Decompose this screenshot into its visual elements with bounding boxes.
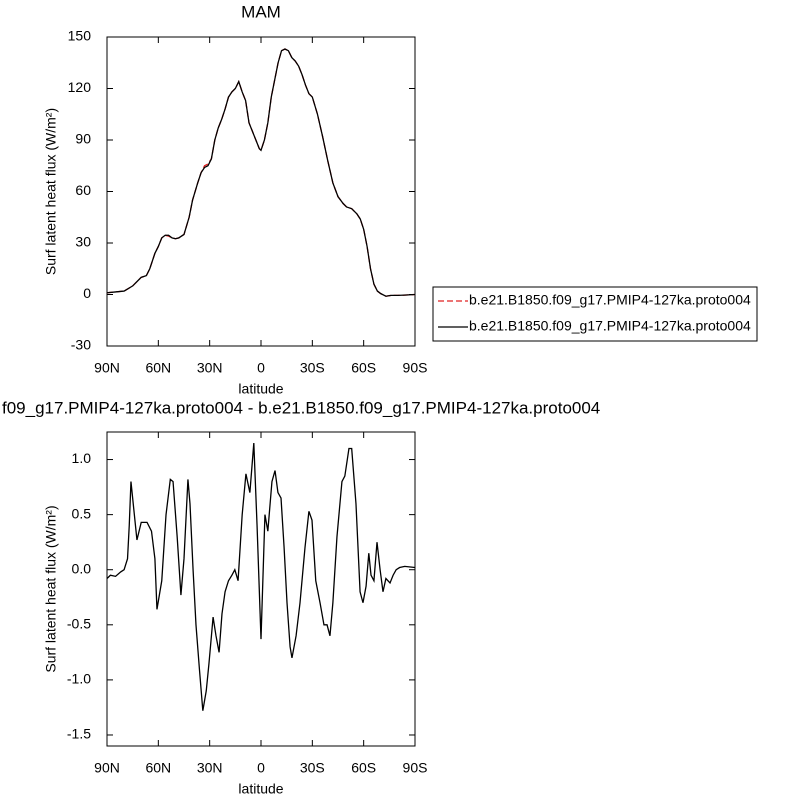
chart-title: f09_g17.PMIP4-127ka.proto004 - b.e21.B18…: [2, 398, 600, 417]
x-tick-label: 60S: [351, 360, 376, 376]
chart-title: MAM: [241, 2, 281, 21]
y-tick-label: 0.5: [72, 505, 92, 521]
x-axis-label: latitude: [238, 781, 283, 797]
y-tick-label: 150: [68, 28, 92, 44]
x-tick-label: 30N: [197, 760, 223, 776]
x-tick-label: 30N: [197, 360, 223, 376]
legend-box: [432, 286, 758, 342]
legend-label: b.e21.B1850.f09_g17.PMIP4-127ka.proto004: [469, 292, 751, 308]
x-tick-label: 0: [257, 760, 265, 776]
y-axis-label: Surf latent heat flux (W/m²): [43, 108, 59, 275]
x-tick-label: 60N: [145, 360, 171, 376]
plot-frame: [106, 431, 416, 747]
x-tick-label: 90N: [94, 360, 120, 376]
y-tick-label: 1.0: [72, 450, 92, 466]
data-line: [106, 48, 416, 297]
x-axis-label: latitude: [238, 381, 283, 397]
y-tick-label: 30: [75, 234, 91, 250]
x-tick-label: 60S: [351, 760, 376, 776]
x-tick-label: 30S: [300, 760, 325, 776]
data-line: [106, 442, 416, 711]
y-tick-label: 0.0: [72, 560, 92, 576]
y-tick-label: -1.0: [67, 671, 91, 687]
y-tick-label: 120: [68, 79, 92, 95]
x-tick-label: 60N: [145, 760, 171, 776]
y-tick-label: 60: [75, 182, 91, 198]
x-tick-label: 30S: [300, 360, 325, 376]
x-tick-label: 90N: [94, 760, 120, 776]
y-tick-label: 90: [75, 131, 91, 147]
y-axis-label: Surf latent heat flux (W/m²): [43, 505, 59, 672]
legend-label: b.e21.B1850.f09_g17.PMIP4-127ka.proto004: [469, 318, 751, 334]
x-tick-label: 90S: [403, 360, 428, 376]
x-tick-label: 90S: [403, 760, 428, 776]
y-tick-label: -1.5: [67, 726, 91, 742]
y-tick-label: -0.5: [67, 616, 91, 632]
x-tick-label: 0: [257, 360, 265, 376]
y-tick-label: 0: [83, 285, 91, 301]
y-tick-label: -30: [71, 337, 91, 353]
plot-frame: [106, 36, 416, 347]
